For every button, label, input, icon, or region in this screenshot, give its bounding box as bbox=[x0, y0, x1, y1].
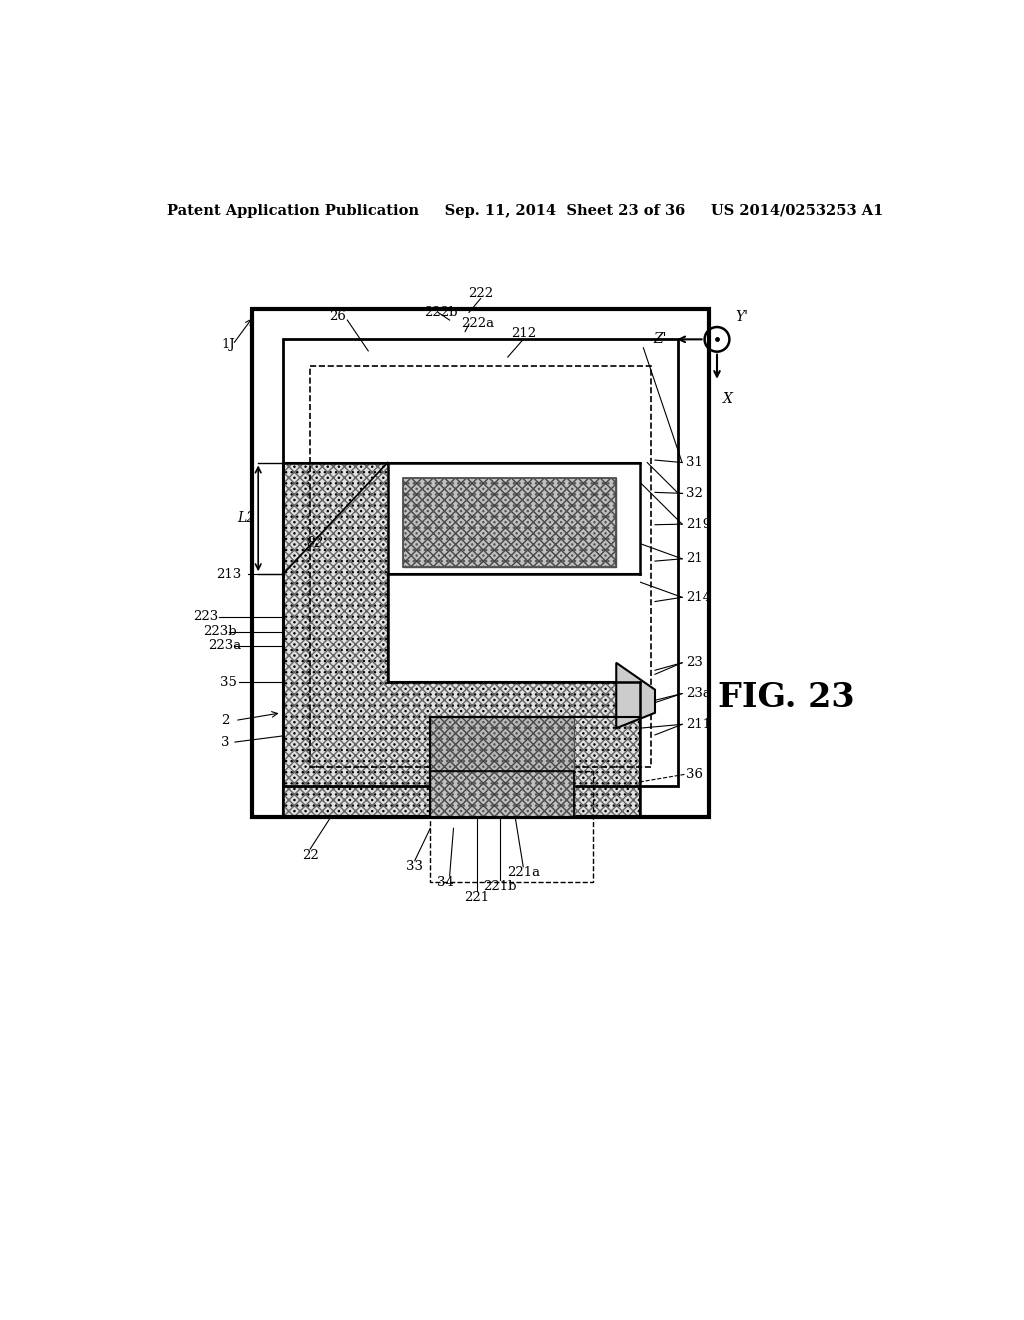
Text: 223b: 223b bbox=[203, 626, 237, 639]
Text: 1J: 1J bbox=[222, 338, 236, 351]
Text: 213: 213 bbox=[216, 568, 242, 581]
Bar bbox=[403, 478, 616, 566]
Text: X: X bbox=[723, 392, 733, 405]
Text: 35: 35 bbox=[220, 676, 238, 689]
Text: 23: 23 bbox=[686, 656, 702, 669]
Bar bbox=[430, 771, 593, 882]
Bar bbox=[403, 478, 616, 566]
Text: 3: 3 bbox=[220, 735, 229, 748]
Text: 26: 26 bbox=[329, 310, 346, 323]
Text: 211: 211 bbox=[686, 718, 711, 731]
Text: 219: 219 bbox=[686, 517, 712, 531]
Text: 32: 32 bbox=[686, 487, 702, 500]
Bar bbox=[430, 717, 573, 817]
Bar bbox=[310, 367, 651, 767]
Bar bbox=[403, 478, 616, 566]
Text: 36: 36 bbox=[686, 768, 703, 781]
Text: Z': Z' bbox=[653, 333, 667, 346]
Text: 31: 31 bbox=[686, 455, 702, 469]
Polygon shape bbox=[616, 663, 655, 729]
Text: Patent Application Publication     Sep. 11, 2014  Sheet 23 of 36     US 2014/025: Patent Application Publication Sep. 11, … bbox=[167, 203, 883, 218]
Bar bbox=[430, 771, 573, 817]
Text: 221a: 221a bbox=[507, 866, 540, 879]
Text: 23a: 23a bbox=[686, 686, 711, 700]
Text: 222a: 222a bbox=[461, 317, 495, 330]
Text: 222b: 222b bbox=[424, 306, 458, 319]
Text: 212: 212 bbox=[511, 327, 536, 341]
Text: θ2: θ2 bbox=[307, 536, 325, 550]
Bar bbox=[283, 339, 678, 785]
Bar bbox=[430, 771, 573, 817]
Bar bbox=[388, 462, 640, 574]
Bar bbox=[388, 462, 640, 478]
Text: Y': Y' bbox=[735, 310, 749, 323]
Text: L2: L2 bbox=[237, 511, 255, 525]
Polygon shape bbox=[283, 462, 640, 817]
Text: 222: 222 bbox=[468, 286, 494, 300]
Text: 33: 33 bbox=[407, 861, 423, 874]
Text: 2: 2 bbox=[221, 714, 229, 727]
Bar bbox=[252, 309, 710, 817]
Text: 223a: 223a bbox=[208, 639, 242, 652]
Text: 221: 221 bbox=[464, 891, 489, 904]
Text: 223: 223 bbox=[193, 610, 218, 623]
Text: 34: 34 bbox=[437, 875, 455, 888]
Text: 221b: 221b bbox=[483, 879, 517, 892]
Text: 22: 22 bbox=[302, 849, 318, 862]
Text: FIG. 23: FIG. 23 bbox=[719, 681, 855, 714]
Bar bbox=[388, 574, 640, 682]
Bar bbox=[430, 717, 573, 817]
Text: 21: 21 bbox=[686, 552, 702, 565]
Text: 214: 214 bbox=[686, 591, 711, 603]
